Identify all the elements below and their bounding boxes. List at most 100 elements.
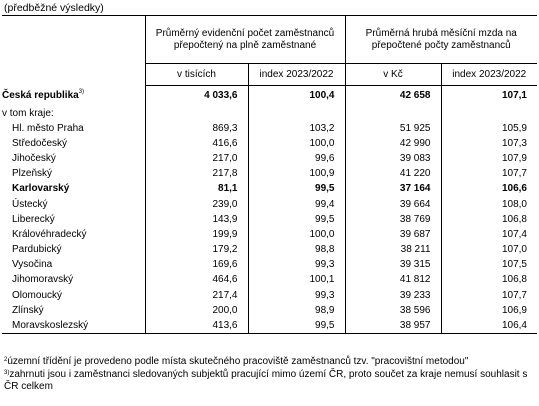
header-wage-czk: v Kč [344,63,441,86]
cell-employees: 416,6 [144,135,248,151]
table-row: Vysočina 169,6 99,3 39 315 107,5 [2,257,537,273]
cell-employees-index: 100,1 [247,272,345,288]
footnote-2-text: územní třídění je provedeno podle místa … [7,356,469,367]
table-row: Olomoucký 217,4 99,3 39 233 107,7 [2,287,537,303]
cell-employees: 239,0 [144,196,248,212]
row-name: Hl. město Praha [12,122,84,134]
row-name: Karlovarský [12,183,70,195]
cell-wage: 38 596 [344,302,441,318]
row-name: Moravskoslezský [2,317,145,334]
table-row: Královéhradecký 199,9 100,0 39 687 107,4 [2,226,537,242]
row-name: Pardubický [12,244,62,256]
cell-wage: 39 315 [344,257,441,273]
cell-employees: 217,4 [144,287,248,303]
total-name: Česká republika [2,90,79,101]
cell-wage: 41 812 [344,272,441,288]
cell-employees-index: 99,3 [247,287,345,303]
cell-employees: 869,3 [144,120,248,136]
table-row-total: Česká republika3) 4 033,6 100,4 42 658 1… [2,85,537,106]
footnotes: 2územní třídění je provedeno podle místa… [4,356,534,394]
cell-employees: 413,6 [144,317,248,334]
cell-employees: 169,6 [144,257,248,273]
cell-employees: 143,9 [144,211,248,227]
cell-employees-index: 99,5 [247,181,345,197]
cell-employees-index: 98,9 [247,302,345,318]
row-name: Ústecký [12,198,48,210]
cell-employees-index: 100,0 [247,226,345,242]
table-body: Česká republika3) 4 033,6 100,4 42 658 1… [2,85,537,334]
cell-employees-index: 100,9 [247,166,345,182]
footnote-2: 2územní třídění je provedeno podle místa… [4,356,534,369]
row-name: Česká republika3) [2,86,145,106]
cell-employees-index: 100,4 [247,85,345,106]
cell-employees: 81,1 [144,181,248,197]
cell-wage: 42 990 [344,135,441,151]
cell-employees: 200,0 [144,302,248,318]
table-header: Průměrný evidenční počet zaměstnanců pře… [2,15,537,86]
cell-employees: 4 033,6 [144,85,248,106]
cell-wage: 38 211 [344,242,441,258]
row-name: Plzeňský [12,168,53,180]
table-row: Zlínský 200,0 98,9 38 596 106,9 [2,302,537,318]
cell-wage-index: 106,8 [440,211,537,227]
row-name: Jihočeský [12,152,56,164]
cell-employees-index: 99,4 [247,196,345,212]
wage-table: Průměrný evidenční počet zaměstnanců pře… [2,15,537,334]
table-row: Středočeský 416,6 100,0 42 990 107,3 [2,135,537,151]
row-name: Královéhradecký [12,228,87,240]
cell-wage: 41 220 [344,166,441,182]
row-name: Zlínský [12,304,44,316]
cell-wage-index: 108,0 [440,196,537,212]
row-name: Olomoucký [12,289,63,301]
footnote-mark: 3) [78,89,85,95]
cell-wage-index: 107,7 [440,287,537,303]
cell-employees-index: 99,5 [247,211,345,227]
cell-wage: 39 233 [344,287,441,303]
cell-wage-index: 107,0 [440,242,537,258]
footnote-3: 3)zahrnuti jsou i zaměstnanci sledovanýc… [4,369,534,394]
cell-employees-index: 100,0 [247,135,345,151]
cell-employees-index: 99,6 [247,150,345,167]
cell-employees-index: 98,8 [247,242,345,258]
cell-wage: 42 658 [344,85,441,106]
cell-wage: 39 083 [344,150,441,167]
cell-wage: 39 664 [344,196,441,212]
cell-employees-index: 99,3 [247,257,345,273]
table-row: Karlovarský 81,1 99,5 37 164 106,6 [2,181,537,197]
header-employees-thousands: v tisících [144,63,248,86]
header-corner [2,15,145,86]
cell-wage-index: 107,3 [440,135,537,151]
table-row: Liberecký 143,9 99,5 38 769 106,8 [2,211,537,227]
cell-wage-index: 107,9 [440,150,537,167]
row-name: Jihomoravský [12,274,74,286]
header-group-employees: Průměrný evidenční počet zaměstnanců pře… [144,15,345,64]
cell-wage-index: 106,4 [440,317,537,334]
table-row-intro: v tom kraje: [2,105,537,121]
cell-wage-index: 107,7 [440,166,537,182]
cell-wage: 38 769 [344,211,441,227]
table-row: Jihomoravský 464,6 100,1 41 812 106,8 [2,272,537,288]
cell-wage-index: 106,8 [440,272,537,288]
table-subtitle: (předběžné výsledky) [4,2,104,14]
cell-wage-index: 107,5 [440,257,537,273]
table-row: Pardubický 179,2 98,8 38 211 107,0 [2,242,537,258]
cell-wage-index: 106,6 [440,181,537,197]
cell-employees: 199,9 [144,226,248,242]
header-group-wages: Průměrná hrubá měsíční mzda na přepočten… [344,15,537,64]
table-row: Jihočeský 217,0 99,6 39 083 107,9 [2,150,537,167]
row-name: Vysočina [12,259,53,271]
table-row: Plzeňský 217,8 100,9 41 220 107,7 [2,166,537,182]
cell-employees: 464,6 [144,272,248,288]
row-name: Středočeský [12,137,68,149]
table-row: Ústecký 239,0 99,4 39 664 108,0 [2,196,537,212]
cell-employees: 217,8 [144,166,248,182]
header-wage-index: index 2023/2022 [440,63,537,86]
cell-wage-index: 107,4 [440,226,537,242]
footnote-3-mark: 3) [4,369,10,376]
header-employees-index: index 2023/2022 [247,63,345,86]
cell-wage: 39 687 [344,226,441,242]
intro-label: v tom kraje: [2,107,54,119]
row-name: Liberecký [12,213,55,225]
cell-wage-index: 107,1 [440,85,537,106]
cell-wage-index: 106,9 [440,302,537,318]
